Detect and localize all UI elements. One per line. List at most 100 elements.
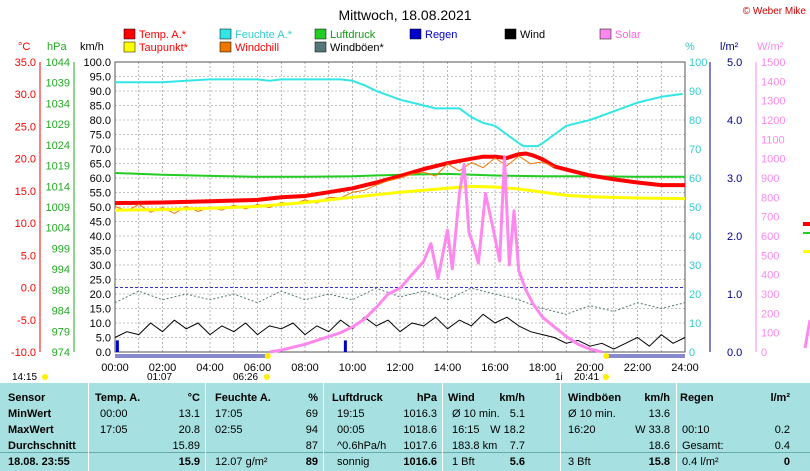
table-cell: 5.6 — [509, 456, 525, 468]
legend-label: Windchill — [235, 42, 279, 54]
humidity-tick-label: 20 — [689, 289, 701, 301]
wind-tick-label: 95.0 — [90, 72, 111, 84]
wind-tick-label: 50.0 — [90, 202, 111, 214]
day-start-label: 01:07 — [147, 372, 172, 383]
table-column-divider — [676, 383, 677, 471]
table-cell: 1017.6 — [403, 440, 437, 452]
table-header-cell: Sensor — [8, 392, 46, 404]
table-cell: 16:15 — [452, 424, 480, 436]
legend-swatch — [219, 41, 232, 53]
humidity-unit: % — [685, 41, 695, 53]
wind-tick-label: 35.0 — [90, 246, 111, 258]
table-divider — [0, 452, 810, 453]
table-cell: 00:05 — [337, 424, 365, 436]
table-cell: 7.7 — [509, 440, 525, 452]
pressure-tick-label: 994 — [52, 264, 70, 276]
table-column-divider — [88, 383, 89, 471]
table-header-cell: % — [308, 392, 318, 404]
summary-table: Sensor Temp. A. °C Feuchte A.% Luftdruck hPa W… — [0, 383, 810, 471]
solar-tick-label: 100 — [761, 328, 779, 340]
time-left-label: 14:15 — [12, 372, 37, 383]
rain-bar — [343, 340, 347, 352]
table-cell: W 18.2 — [490, 424, 525, 436]
table-cell: 5.1 — [509, 408, 525, 420]
wind-tick-label: 70.0 — [90, 144, 111, 156]
table-header-cell: l/m² — [770, 392, 790, 404]
humidity-tick-label: 50 — [689, 202, 701, 214]
temp-tick-label: 0.0 — [21, 283, 36, 295]
table-header-cell: °C — [187, 392, 200, 404]
weather-chart: Mittwoch, 18.08.2021 © Weber Mike Temp. A.… — [11, 6, 810, 383]
table-cell: 19:15 — [337, 408, 365, 420]
credit-text: © Weber Mike — [743, 6, 807, 17]
legend-label: Temp. A.* — [139, 29, 187, 41]
table-row-label: Durchschnitt — [8, 440, 76, 452]
solar-tick-label: 1100 — [761, 134, 785, 146]
day-bar — [267, 354, 607, 358]
table-header-cell: Windböen — [568, 392, 622, 404]
table-cell: 17:05 — [100, 424, 128, 436]
table-cell: 12.07 g/m² — [215, 456, 268, 468]
table-header-cell: Wind — [448, 392, 475, 404]
humidity-tick-label: 30 — [689, 260, 701, 272]
table-cell: W 33.8 — [635, 424, 670, 436]
table-header-cell: Temp. A. — [95, 392, 141, 404]
legend-swatch — [314, 28, 327, 40]
table-cell: ^0.6hPa/h — [337, 440, 387, 452]
series-solar — [269, 155, 603, 354]
table-cell: 0.4 l/m² — [682, 456, 719, 468]
wind-tick-label: 90.0 — [90, 86, 111, 98]
pressure-tick-label: 1044 — [46, 57, 70, 69]
table-cell: 87 — [305, 440, 318, 452]
pressure-tick-label: 999 — [52, 243, 70, 255]
pressure-tick-label: 1034 — [46, 98, 70, 110]
x-tick-label: 02:00 — [149, 362, 177, 374]
wind-tick-label: 10.0 — [90, 318, 111, 330]
solar-tick-label: 800 — [761, 192, 779, 204]
x-tick-label: 10:00 — [339, 362, 367, 374]
solar-tick-label: 900 — [761, 173, 779, 185]
sunset-icon — [603, 353, 610, 359]
wind-tick-label: 55.0 — [90, 188, 111, 200]
wind-tick-label: 40.0 — [90, 231, 111, 243]
series-windchill — [114, 155, 555, 214]
legend-label: Feuchte A.* — [235, 29, 293, 41]
table-header-cell: Feuchte A. — [215, 392, 271, 404]
solar-tick-label: 1500 — [761, 57, 785, 69]
table-cell: 13.6 — [648, 408, 670, 420]
series-windb-en — [114, 287, 686, 315]
temp-unit: °C — [18, 41, 30, 53]
day-end-label: 1i — [555, 372, 563, 383]
table-cell: 1016.3 — [403, 408, 437, 420]
sunset-label: 20:41 — [574, 372, 599, 383]
solar-tick-label: 400 — [761, 270, 779, 282]
table-cell: sonnig — [337, 456, 370, 468]
x-tick-label: 06:00 — [244, 362, 272, 374]
solar-tick-label: 1400 — [761, 76, 785, 88]
rain-tick-label: 5.0 — [727, 57, 742, 69]
humidity-tick-label: 90 — [689, 86, 701, 98]
table-header-cell: Luftdruck — [332, 392, 383, 404]
wind-tick-label: 25.0 — [90, 275, 111, 287]
rain-bar — [115, 340, 119, 352]
table-cell: 0 — [783, 456, 790, 468]
table-cell: 15.9 — [178, 456, 200, 468]
x-tick-label: 12:00 — [386, 362, 414, 374]
legend-swatch — [123, 41, 136, 53]
table-cell: 00:10 — [682, 424, 710, 436]
solar-tick-label: 300 — [761, 289, 779, 301]
solar-tick-label: 1000 — [761, 154, 785, 166]
solar-tick-label: 600 — [761, 231, 779, 243]
sunrise-label: 06:26 — [233, 372, 258, 383]
table-cell: 69 — [305, 408, 318, 420]
legend-swatch — [123, 28, 136, 40]
humidity-tick-label: 80 — [689, 115, 701, 127]
table-cell: 18.6 — [648, 440, 670, 452]
table-cell: 3 Bft — [568, 456, 591, 468]
legend-swatch — [219, 28, 232, 40]
x-tick-label: 08:00 — [291, 362, 319, 374]
solar-tick-label: 1300 — [761, 96, 785, 108]
legend-swatch — [409, 28, 422, 40]
temp-tick-label: 5.0 — [21, 250, 36, 262]
temp-tick-label: -10.0 — [11, 347, 36, 359]
